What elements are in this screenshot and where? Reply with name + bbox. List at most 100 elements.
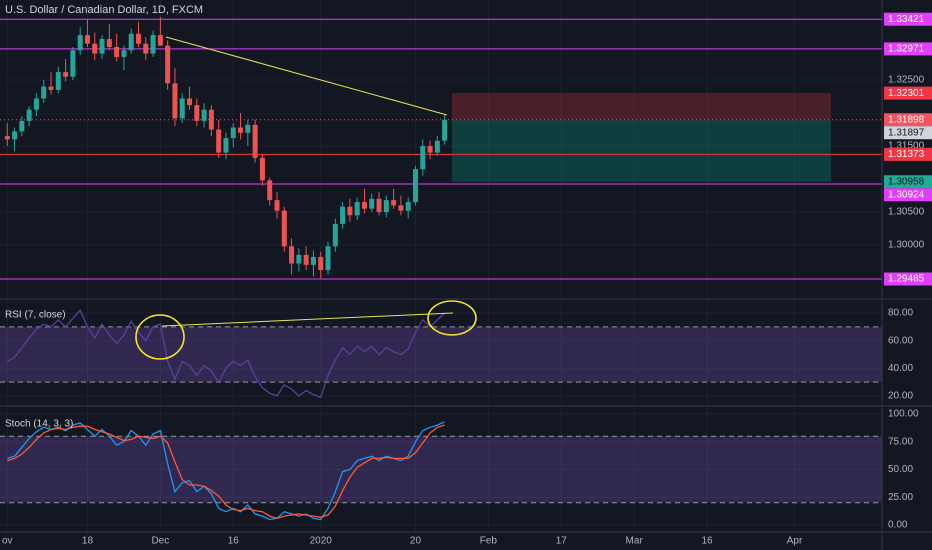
indicator-line xyxy=(6,309,446,399)
indicator-line xyxy=(7,421,445,521)
x-tick-label: 17 xyxy=(556,536,568,547)
candle-body xyxy=(420,145,426,170)
candle-body xyxy=(259,157,265,181)
y-tick-label: 20.00 xyxy=(888,391,913,402)
candle-body xyxy=(33,98,39,110)
x-tick-label: Dec xyxy=(151,536,169,547)
candle-body xyxy=(303,254,309,265)
price-label: 1.31898 xyxy=(888,114,925,125)
y-tick-label: 100.00 xyxy=(888,409,919,420)
candle-body xyxy=(274,200,280,211)
candle-body xyxy=(19,120,25,132)
target-zone xyxy=(451,119,831,182)
y-tick-label: 75.00 xyxy=(888,436,913,447)
candle-body xyxy=(442,119,448,141)
x-tick-label: ov xyxy=(2,536,13,547)
candle-body xyxy=(187,98,193,106)
candle-body xyxy=(405,202,411,211)
x-tick-label: 2020 xyxy=(310,536,333,547)
candle-body xyxy=(208,109,214,130)
y-tick-label: 40.00 xyxy=(888,363,913,374)
candle-body xyxy=(4,136,10,140)
highlight-circle xyxy=(427,300,477,336)
candle-body xyxy=(310,256,316,265)
price-label-bg xyxy=(884,86,932,100)
candle-body xyxy=(165,45,171,84)
candle-body xyxy=(121,50,127,57)
x-tick-label: Apr xyxy=(787,536,803,547)
candle-body xyxy=(354,202,360,216)
candle-body xyxy=(398,205,404,211)
candle-body xyxy=(143,43,149,54)
candle-body xyxy=(99,39,105,54)
candle-body xyxy=(369,198,375,209)
price-label: 1.29485 xyxy=(888,274,925,285)
candle-body xyxy=(84,35,90,44)
candle-body xyxy=(376,198,382,212)
price-label-bg xyxy=(884,113,932,127)
candle-body xyxy=(434,140,440,153)
x-tick-label: 16 xyxy=(701,536,713,547)
x-tick-label: 18 xyxy=(82,536,94,547)
candle-body xyxy=(332,223,338,247)
candle-body xyxy=(245,124,251,133)
price-label: 1.31897 xyxy=(888,127,925,138)
price-label-bg xyxy=(884,42,932,56)
y-tick-label: 0.00 xyxy=(888,520,908,531)
indicator-band xyxy=(0,436,882,503)
candle-body xyxy=(383,200,389,212)
y-tick-label: 80.00 xyxy=(888,308,913,319)
candle-body xyxy=(427,145,433,153)
candle-body xyxy=(48,86,54,90)
price-label: 1.33421 xyxy=(888,14,925,25)
x-tick-label: 16 xyxy=(228,536,240,547)
price-label: 1.30958 xyxy=(888,176,925,187)
x-tick-label: Mar xyxy=(626,536,644,547)
candle-body xyxy=(318,256,324,271)
price-label-bg xyxy=(884,175,932,189)
price-label: 1.30924 xyxy=(888,189,925,200)
candle-body xyxy=(26,109,32,121)
candle-body xyxy=(340,206,346,224)
x-tick-label: Feb xyxy=(480,536,498,547)
trend-line xyxy=(165,36,448,116)
candle-body xyxy=(238,127,244,133)
price-label: 1.32971 xyxy=(888,44,925,55)
candle-body xyxy=(289,246,295,264)
candle-body xyxy=(216,129,222,153)
candle-body xyxy=(63,72,69,77)
candle-body xyxy=(347,206,353,216)
candle-body xyxy=(361,202,367,209)
candle-body xyxy=(92,43,98,54)
price-label: 1.31373 xyxy=(888,149,925,160)
y-tick-label: 1.30500 xyxy=(888,207,925,218)
highlight-circle xyxy=(135,314,185,360)
price-label-bg xyxy=(884,12,932,26)
candle-body xyxy=(179,98,185,119)
y-tick-label: 60.00 xyxy=(888,335,913,346)
candle-body xyxy=(157,35,163,46)
candle-body xyxy=(114,46,120,57)
candle-body xyxy=(172,83,178,119)
stop-zone xyxy=(451,93,831,120)
candle-body xyxy=(12,131,18,140)
candle-body xyxy=(325,246,331,271)
candle-body xyxy=(201,109,207,121)
rsi-trend-line xyxy=(161,312,454,327)
candle-body xyxy=(252,124,258,158)
y-tick-label: 50.00 xyxy=(888,464,913,475)
price-label-bg xyxy=(884,126,932,140)
candle-body xyxy=(412,169,418,203)
candle-body xyxy=(267,180,273,201)
price-label: 1.32301 xyxy=(888,88,925,99)
y-tick-label: 1.32500 xyxy=(888,75,925,86)
stoch-title: Stoch (14, 3, 3) xyxy=(5,419,73,430)
price-label-bg xyxy=(884,272,932,286)
candle-body xyxy=(223,138,229,153)
candle-body xyxy=(77,35,83,51)
candle-body xyxy=(194,105,200,121)
indicator-band xyxy=(0,326,882,383)
